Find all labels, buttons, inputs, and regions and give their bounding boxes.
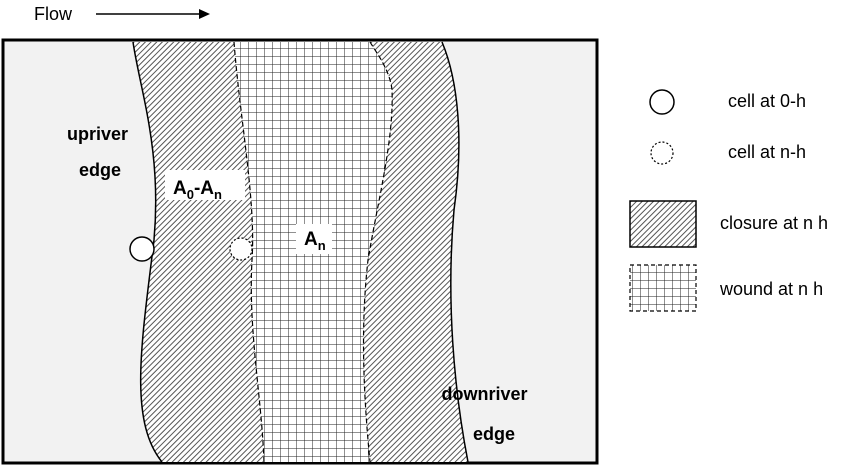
wound-label-box — [296, 224, 332, 254]
cell-later-icon — [229, 237, 253, 261]
legend-cell-initial-icon — [649, 89, 675, 115]
legend-label-cell-0h: cell at 0-h — [728, 91, 806, 111]
legend-label-wound: wound at n h — [719, 279, 823, 299]
closure-area-label: A0-An — [173, 178, 222, 202]
closure-swatch-icon — [629, 200, 697, 248]
wound-swatch-icon — [629, 264, 697, 312]
wound-area-label: An — [304, 229, 326, 253]
downriver-boundary — [441, 41, 469, 463]
legend-cell-later-icon — [650, 141, 674, 165]
upriver-edge-label: upriver edge — [67, 124, 133, 180]
cell-initial-icon — [129, 236, 155, 262]
wound-right-boundary — [362, 41, 393, 463]
legend-label-cell-nh: cell at n-h — [728, 142, 806, 162]
legend: cell at 0-h cell at n-h closure at n h w… — [629, 89, 828, 312]
wound-left-boundary — [233, 41, 265, 463]
legend-label-closure: closure at n h — [720, 213, 828, 233]
flow-arrow-icon — [96, 9, 210, 19]
downriver-edge-label: downriver edge — [441, 384, 532, 444]
upriver-boundary — [132, 41, 163, 463]
flow-label: Flow — [34, 4, 73, 24]
closure-label-box — [165, 170, 245, 200]
